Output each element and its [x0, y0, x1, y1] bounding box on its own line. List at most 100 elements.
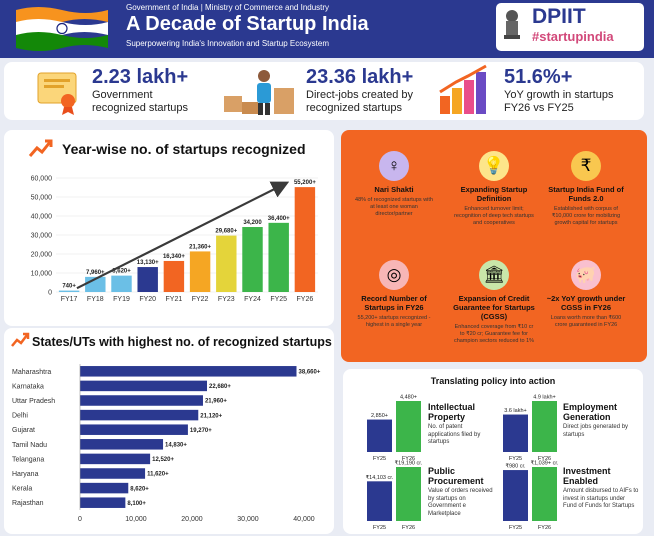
policy-item-title: Public Procurement: [428, 466, 484, 486]
policy-employment-text: Employment Generation Direct jobs genera…: [563, 402, 639, 439]
x-tick-label: FY25: [270, 296, 287, 303]
data-label: 12,520+: [152, 457, 174, 463]
dpiit-name: DPIIT: [532, 5, 586, 28]
stat-label-jobs: Direct-jobs created by recognized startu…: [306, 89, 413, 114]
ministry-text: Government of India | Ministry of Commer…: [126, 3, 330, 12]
policy-bar-FY25: [503, 470, 528, 521]
data-label: 8,620+: [130, 486, 149, 492]
state-label: Delhi: [12, 413, 28, 420]
policy-x-label: FY25: [509, 525, 522, 531]
bar-Uttar Pradesh: [80, 395, 203, 406]
policy-investment-text: Investment Enabled Amount disbursed to A…: [563, 466, 639, 511]
policy-item-desc: No. of patent applications filed by star…: [428, 424, 481, 445]
policy-data-label: 4,480+: [400, 395, 417, 401]
policy-bar-FY26: [396, 467, 421, 521]
data-label: 7,960+: [86, 270, 105, 276]
bar-FY22: [189, 251, 211, 292]
tile-cgss-growth: 🐖 ~2x YoY growth under CGSS in FY26 Loan…: [542, 256, 630, 358]
bar-Gujarat: [80, 424, 188, 435]
policy-data-label: 3.6 lakh+: [504, 408, 526, 414]
policy-item-title: Employment Generation: [563, 402, 618, 422]
bar-FY21: [163, 260, 185, 292]
tile-credit-guarantee: 🏛 Expansion of Credit Guarantee for Star…: [450, 256, 538, 358]
y-tick-label: 40,000: [31, 214, 53, 221]
trend-arrow: [76, 181, 290, 290]
dpiit-logo-box: [496, 3, 644, 51]
bulb-icon: 💡: [479, 151, 509, 181]
policy-data-label: ₹14,103 cr.: [366, 474, 394, 481]
tile-startup-definition: 💡 Expanding Startup Definition Enhanced …: [450, 147, 538, 249]
bar-Kerala: [80, 482, 129, 494]
policy-x-label: FY26: [538, 525, 551, 531]
state-label: Uttar Pradesh: [12, 398, 55, 405]
state-label: Karnataka: [12, 383, 44, 390]
x-tick-label: 20,000: [181, 516, 203, 523]
tile-title: Record Number of Startups in FY26: [361, 294, 427, 312]
bar-Haryana: [80, 468, 146, 479]
data-label: 55,200+: [294, 180, 316, 186]
policy-item-desc: Value of orders received by startups on …: [428, 488, 493, 517]
policy-data-label: 2,850+: [371, 413, 388, 419]
yearwise-chart-title: Year-wise no. of startups recognized: [62, 141, 306, 157]
policy-x-label: FY26: [538, 456, 551, 462]
coin-icon: ₹: [571, 151, 601, 181]
state-label: Kerala: [12, 486, 32, 493]
y-tick-label: 0: [48, 290, 52, 297]
y-tick-label: 20,000: [31, 252, 53, 259]
tile-desc: Enhanced turnover limit; recognition of …: [454, 206, 534, 226]
x-tick-label: FY17: [61, 296, 78, 303]
policy-mini-charts: 2,850+ FY25 4,480+ FY26 3.6 lakh+ FY25 4.9 lak…: [366, 395, 559, 532]
bar-FY25: [268, 222, 289, 292]
x-tick-label: FY21: [166, 296, 183, 303]
bar-FY26: [294, 187, 316, 292]
x-tick-label: FY19: [113, 296, 130, 303]
policy-x-label: FY26: [402, 525, 415, 531]
bar-Rajasthan: [80, 497, 126, 508]
x-tick-label: FY23: [218, 296, 235, 303]
data-label: 21,360+: [189, 244, 211, 250]
yearwise-bar-chart: 0 10,000 20,000 30,000 40,000 50,000 60,000 740…: [31, 176, 318, 303]
x-tick-label: FY26: [297, 296, 314, 303]
trend-up-icon: [28, 139, 53, 157]
bar-Tamil Nadu: [80, 439, 164, 450]
policy-procurement-text: Public Procurement Value of orders recei…: [428, 466, 498, 518]
y-tick-label: 30,000: [31, 233, 53, 240]
bar-Karnataka: [80, 380, 208, 392]
tile-title: Expanding Startup Definition: [460, 185, 528, 203]
bar-FY17: [58, 290, 80, 292]
y-tick-label: 10,000: [31, 271, 53, 278]
tile-title: Nari Shakti: [374, 185, 414, 194]
x-tick-label: FY24: [244, 296, 261, 303]
tile-desc: Loans worth more than ₹600 crore guarant…: [550, 315, 622, 328]
woman-icon: ♀: [379, 151, 409, 181]
data-label: 36,400+: [268, 216, 290, 222]
policy-title: Translating policy into action: [430, 376, 556, 386]
tile-desc: 55,200+ startups recognized - highest in…: [357, 315, 431, 328]
policy-bar-FY25: [367, 481, 392, 521]
stat-value-startups: 2.23 lakh+: [92, 66, 189, 88]
key-stats-strip: [4, 62, 644, 120]
policy-bar-FY26: [532, 467, 557, 521]
state-label: Haryana: [12, 471, 39, 478]
x-tick-label: FY22: [192, 296, 209, 303]
x-tick-label: 10,000: [125, 516, 147, 523]
policy-bar-FY25: [367, 419, 392, 452]
piggy-icon: 🐖: [571, 260, 601, 290]
x-tick-label: FY20: [139, 296, 156, 303]
page-title: A Decade of Startup India: [126, 13, 369, 35]
policy-x-label: FY25: [509, 456, 522, 462]
data-label: 8,620+: [112, 269, 131, 275]
bar-Delhi: [80, 409, 199, 421]
policy-bar-FY25: [503, 414, 528, 452]
states-chart-title: States/UTs with highest no. of recognize…: [32, 335, 332, 349]
tile-desc: 48% of recognized startups with at least…: [355, 197, 433, 217]
policy-item-desc: Direct jobs generated by startups: [563, 424, 629, 438]
x-tick-label: 30,000: [237, 516, 259, 523]
bar-Maharashtra: [80, 366, 297, 377]
growth-bars-icon: [439, 64, 487, 114]
bank-icon: 🏛: [479, 260, 509, 290]
policy-x-label: FY26: [402, 456, 415, 462]
state-label: Telangana: [12, 456, 44, 463]
policy-item-title: Investment Enabled: [563, 466, 611, 486]
stat-value-jobs: 23.36 lakh+: [306, 66, 414, 88]
